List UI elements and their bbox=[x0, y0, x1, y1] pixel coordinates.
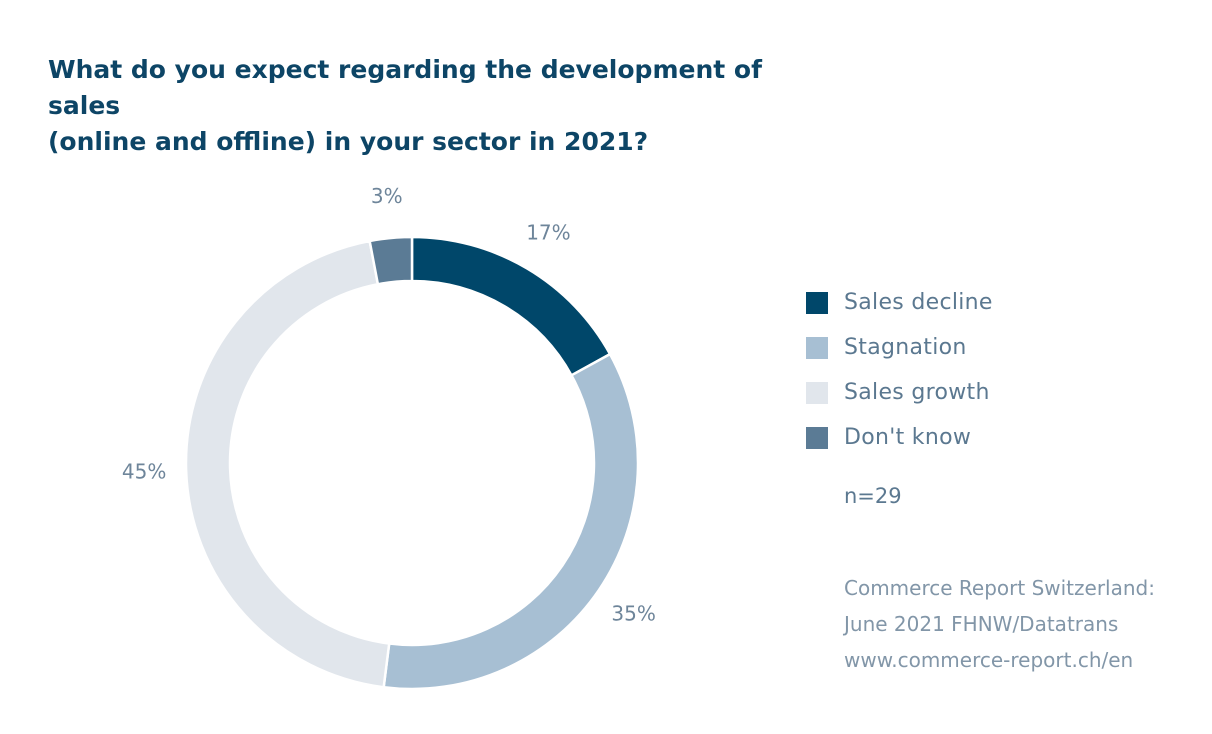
chart-title: What do you expect regarding the develop… bbox=[48, 52, 828, 160]
legend-item-dont-know: Don't know bbox=[806, 415, 993, 460]
chart-title-line-1: What do you expect regarding the develop… bbox=[48, 55, 762, 120]
slice-label-stagnation: 35% bbox=[611, 602, 655, 626]
source-line-1: Commerce Report Switzerland: bbox=[844, 576, 1155, 600]
slice-label-sales-decline: 17% bbox=[526, 220, 570, 244]
donut-chart: 17% 35% 45% 3% bbox=[122, 184, 656, 691]
legend-swatch-stagnation bbox=[806, 336, 828, 359]
legend-label-dont-know: Don't know bbox=[844, 425, 972, 450]
legend-item-stagnation: Stagnation bbox=[806, 325, 993, 370]
legend-swatch-sales-growth bbox=[806, 381, 828, 404]
slice-label-sales-growth: 45% bbox=[122, 459, 166, 483]
chart-legend: Sales decline Stagnation Sales growth Do… bbox=[806, 280, 993, 460]
legend-item-sales-growth: Sales growth bbox=[806, 370, 993, 415]
chart-title-line-2: (online and offline) in your sector in 2… bbox=[48, 127, 649, 156]
legend-swatch-sales-decline bbox=[806, 291, 828, 314]
legend-label-sales-growth: Sales growth bbox=[844, 380, 990, 405]
slice-sales-growth bbox=[184, 239, 391, 689]
source-note: Commerce Report Switzerland: June 2021 F… bbox=[844, 570, 1155, 678]
legend-label-stagnation: Stagnation bbox=[844, 335, 967, 360]
slice-sales-decline bbox=[410, 235, 612, 378]
slice-label-don-t-know: 3% bbox=[371, 184, 403, 208]
source-line-2: June 2021 FHNW/Datatrans bbox=[844, 612, 1119, 636]
slice-don-t-know bbox=[368, 235, 414, 286]
slice-stagnation bbox=[382, 352, 640, 691]
legend-label-sales-decline: Sales decline bbox=[844, 290, 993, 315]
legend-swatch-dont-know bbox=[806, 426, 828, 449]
sample-size: n=29 bbox=[844, 484, 902, 508]
legend-item-sales-decline: Sales decline bbox=[806, 280, 993, 325]
source-url: www.commerce-report.ch/en bbox=[844, 648, 1134, 672]
